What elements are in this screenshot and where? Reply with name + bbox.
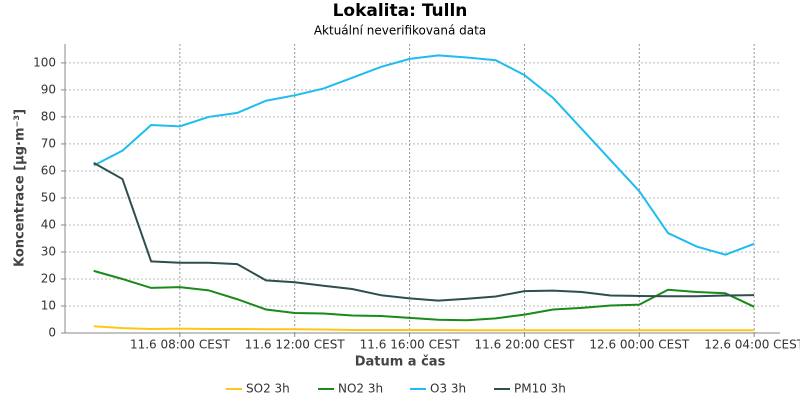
y-tick-label: 90: [41, 82, 56, 96]
y-tick-label: 40: [41, 217, 56, 231]
y-axis-label: Koncentrace [µg·m⁻³]: [13, 109, 28, 267]
chart-title: Lokalita: Tulln: [333, 1, 468, 21]
x-tick-label: 12.6 04:00 CEST: [704, 338, 800, 352]
x-axis-label: Datum a čas: [355, 355, 446, 370]
chart-subtitle: Aktuální neverifikovaná data: [314, 24, 486, 38]
x-tick-label: 12.6 00:00 CEST: [589, 338, 690, 352]
legend-label: O3 3h: [430, 382, 466, 396]
y-tick-label: 0: [48, 326, 56, 340]
y-tick-label: 100: [33, 55, 56, 69]
y-tick-label: 20: [41, 271, 56, 285]
series-line: [93, 54, 755, 256]
x-tick-label: 11.6 16:00 CEST: [360, 338, 461, 352]
series-line: [93, 325, 755, 332]
legend-label: PM10 3h: [514, 382, 566, 396]
x-tick-label: 11.6 12:00 CEST: [245, 338, 346, 352]
y-tick-label: 60: [41, 163, 56, 177]
legend-label: NO2 3h: [338, 382, 383, 396]
y-tick-label: 30: [41, 244, 56, 258]
x-tick-label: 11.6 20:00 CEST: [475, 338, 576, 352]
legend-label: SO2 3h: [246, 382, 290, 396]
y-tick-label: 70: [41, 136, 56, 150]
series-line: [93, 269, 755, 322]
x-tick-label: 11.6 08:00 CEST: [130, 338, 231, 352]
series-line: [93, 161, 755, 302]
y-tick-label: 10: [41, 298, 56, 312]
y-tick-label: 80: [41, 109, 56, 123]
y-tick-label: 50: [41, 190, 56, 204]
